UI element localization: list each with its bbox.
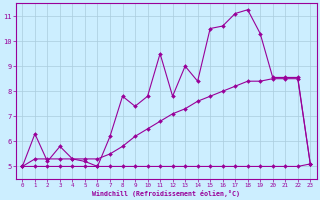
- X-axis label: Windchill (Refroidissement éolien,°C): Windchill (Refroidissement éolien,°C): [92, 190, 240, 197]
